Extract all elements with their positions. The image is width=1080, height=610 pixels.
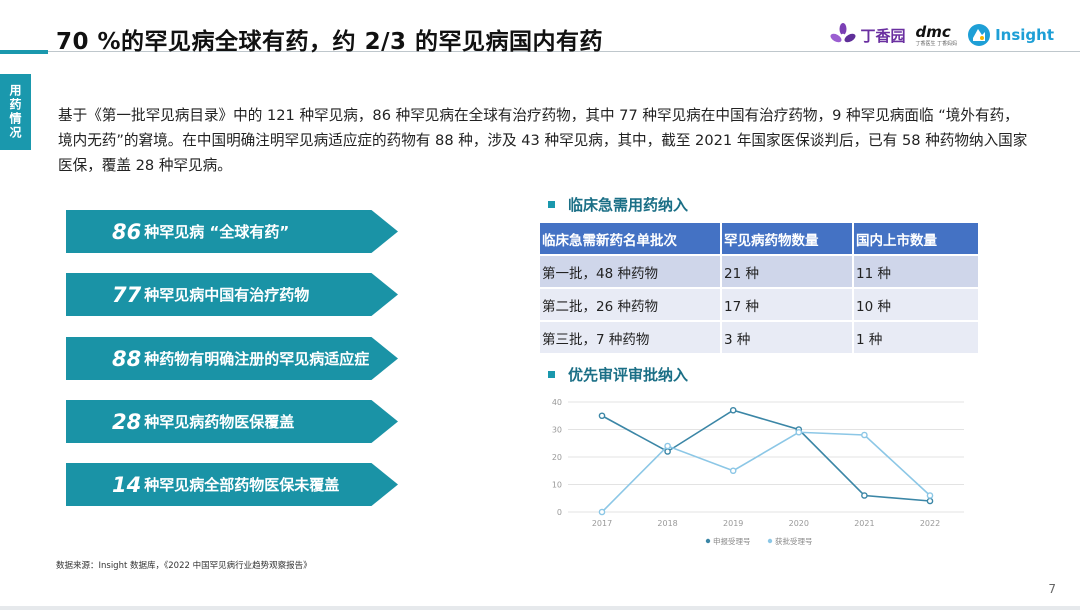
insight-logo-text: Insight: [995, 26, 1054, 44]
clove-flower-icon: [830, 23, 856, 43]
footer-bar: [0, 606, 1080, 610]
header: 70 %的罕见病全球有药，约 2/3 的罕见病国内有药 丁香园 dmc 丁香医生…: [0, 0, 1080, 72]
table-row: 第一批，48 种药物 21 种 11 种: [540, 256, 978, 289]
stat-number: 28: [112, 409, 142, 434]
bullet-square-icon: [548, 371, 555, 378]
bullet-square-icon: [548, 201, 555, 208]
table-cell: 11 种: [854, 256, 978, 289]
stat-number: 86: [112, 219, 142, 244]
table-row: 第三批，7 种药物 3 种 1 种: [540, 322, 978, 355]
table-cell: 第一批，48 种药物: [540, 256, 722, 289]
table-cell: 第二批，26 种药物: [540, 289, 722, 322]
table-cell: 10 种: [854, 289, 978, 322]
table-header-row: 临床急需新药名单批次 罕见病药物数量 国内上市数量: [540, 223, 978, 256]
series-line: [601, 431, 931, 513]
series-line: [601, 409, 931, 502]
insight-mark-icon: [968, 24, 991, 46]
table-header-cell: 罕见病药物数量: [722, 223, 854, 256]
stat-label: 种罕见病 “全球有药”: [144, 223, 290, 241]
legend-label: 申报受理号: [713, 536, 751, 546]
x-tick-label: 2021: [854, 519, 874, 528]
table-cell: 21 种: [722, 256, 854, 289]
data-point: [729, 467, 737, 475]
intro-paragraph: 基于《第一批罕见病目录》中的 121 种罕见病，86 种罕见病在全球有治疗药物，…: [58, 107, 1028, 174]
data-point: [861, 492, 868, 499]
data-point: [926, 497, 934, 505]
dmc-logo: dmc 丁香医生 丁香妈妈: [915, 23, 957, 47]
table-section-heading-text: 临床急需用药纳入: [568, 196, 689, 214]
chart-section-heading-text: 优先审评审批纳入: [568, 366, 689, 384]
table-cell: 1 种: [854, 322, 978, 355]
y-tick-label: 30: [552, 426, 562, 435]
y-tick-label: 10: [552, 481, 562, 490]
page-number: 7: [1048, 582, 1056, 596]
table-cell: 第三批，7 种药物: [540, 322, 722, 355]
y-tick-label: 0: [557, 508, 562, 517]
stat-banner: 28 种罕见病药物医保覆盖: [66, 400, 398, 443]
data-point: [664, 448, 671, 455]
table-header-cell: 国内上市数量: [854, 223, 978, 256]
y-tick-label: 20: [552, 453, 562, 462]
priority-review-line-chart: 0 10 20 30 40 2017 2018 2019 2020 2021 2022 申报受理号 获批…: [552, 398, 964, 546]
dxy-logo-text: 丁香园: [860, 26, 906, 45]
header-divider: [48, 51, 1080, 52]
table-row: 第二批，26 种药物 17 种 10 种: [540, 289, 978, 322]
x-tick-label: 2017: [592, 519, 612, 528]
y-tick-label: 40: [552, 398, 562, 407]
x-tick-label: 2018: [657, 519, 677, 528]
table-cell: 3 种: [722, 322, 854, 355]
chart-section-heading: 优先审评审批纳入: [548, 364, 688, 385]
insight-logo: Insight: [967, 23, 1054, 47]
x-tick-label: 2019: [723, 519, 743, 528]
data-point: [926, 492, 934, 499]
x-tick-label: 2022: [920, 519, 940, 528]
data-point: [598, 412, 606, 420]
dmc-logo-subtext: 丁香医生 丁香妈妈: [915, 41, 958, 47]
header-accent-bar: [0, 50, 48, 54]
data-source-note: 数据来源：Insight 数据库，《2022 中国罕见病行业趋势观察报告》: [56, 561, 312, 571]
logo-group: 丁香园 dmc 丁香医生 丁香妈妈 Insight: [830, 18, 1054, 52]
table-cell: 17 种: [722, 289, 854, 322]
table-header-cell: 临床急需新药名单批次: [540, 223, 722, 256]
stat-label: 种罕见病中国有治疗药物: [144, 286, 310, 304]
table-section-heading: 临床急需用药纳入: [548, 194, 688, 215]
stat-banner: 14 种罕见病全部药物医保未覆盖: [66, 463, 398, 506]
stat-label: 种药物有明确注册的罕见病适应症: [144, 350, 370, 368]
x-tick-label: 2020: [789, 519, 809, 528]
dxy-logo: 丁香园: [830, 23, 905, 47]
stat-banner: 86 种罕见病 “全球有药”: [66, 210, 398, 253]
legend-marker: [705, 538, 711, 544]
clinical-need-table: 临床急需新药名单批次 罕见病药物数量 国内上市数量 第一批，48 种药物 21 …: [540, 223, 978, 355]
data-point: [598, 508, 606, 516]
legend-label: 获批受理号: [775, 536, 813, 546]
stat-label: 种罕见病药物医保覆盖: [144, 413, 295, 431]
data-point: [861, 431, 868, 439]
data-point: [664, 442, 671, 450]
data-point: [729, 406, 737, 414]
stat-banner: 77 种罕见病中国有治疗药物: [66, 273, 398, 316]
stat-number: 77: [112, 282, 142, 307]
stat-label: 种罕见病全部药物医保未覆盖: [144, 476, 340, 494]
dmc-logo-text: dmc: [915, 23, 951, 41]
page-title: 70 %的罕见病全球有药，约 2/3 的罕见病国内有药: [56, 29, 603, 55]
stat-number: 88: [112, 346, 142, 371]
stat-number: 14: [112, 472, 142, 497]
section-side-tab: 用药情况: [0, 74, 31, 150]
data-point: [795, 428, 803, 436]
legend-marker: [767, 538, 773, 544]
stat-banner: 88 种药物有明确注册的罕见病适应症: [66, 337, 398, 380]
